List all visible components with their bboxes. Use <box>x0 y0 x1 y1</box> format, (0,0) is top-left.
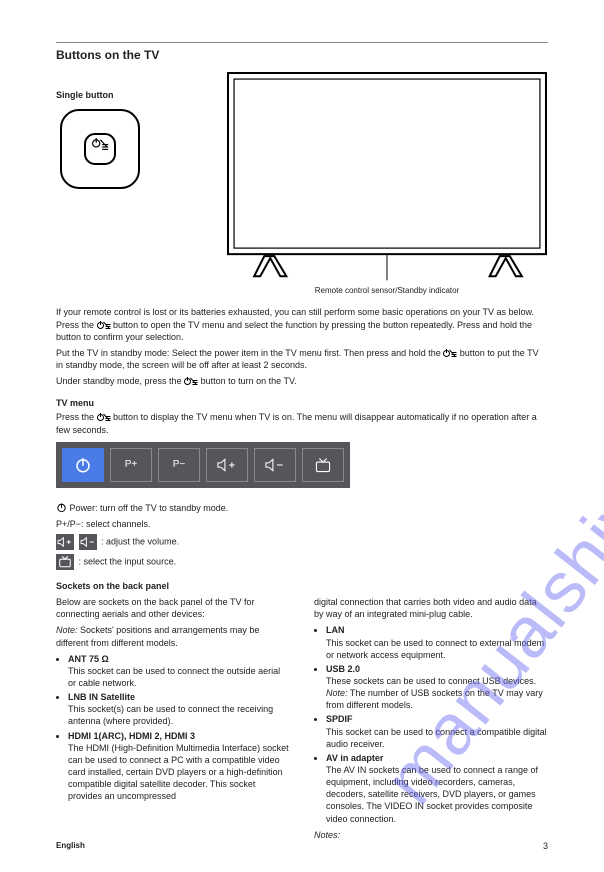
volume-up-icon <box>56 534 74 550</box>
volume-up-icon <box>216 458 238 472</box>
single-button-diagram <box>58 107 142 191</box>
col2-usb: USB 2.0These sockets can be used to conn… <box>326 663 548 712</box>
power-icon <box>56 502 67 513</box>
intro-text: If your remote control is lost or its ba… <box>56 306 548 387</box>
tv-front-diagram <box>226 71 548 282</box>
legend-block: Power: turn off the TV to standby mode. … <box>56 502 548 570</box>
intro-p3: Under standby mode, press the button to … <box>56 375 548 387</box>
power-menu-icon <box>443 348 457 358</box>
col1-note: Note: Sockets' positions and arrangement… <box>56 624 290 648</box>
col1-ant: ANT 75 ΩThis socket can be used to conne… <box>68 653 290 689</box>
back-panel-col1: Below are sockets on the back panel of t… <box>56 596 290 845</box>
back-panel-col2: digital connection that carries both vid… <box>314 596 548 845</box>
col1-hdmi: HDMI 1(ARC), HDMI 2, HDMI 3The HDMI (Hig… <box>68 730 290 803</box>
col1-lnb: LNB IN SatelliteThis socket(s) can be us… <box>68 691 290 727</box>
power-menu-icon <box>184 376 198 386</box>
page-title: Buttons on the TV <box>56 47 548 63</box>
col2-lan: LANThis socket can be used to connect to… <box>326 624 548 660</box>
col2-av: AV in adapterThe AV IN sockets can be us… <box>326 752 548 825</box>
back-panel-columns: Below are sockets on the back panel of t… <box>56 596 548 845</box>
lang-marker: English <box>56 841 85 852</box>
tv-menu-bar: P+ P− <box>56 442 350 488</box>
col1-intro: Below are sockets on the back panel of t… <box>56 596 290 620</box>
menu-vol-down-button[interactable] <box>254 448 296 482</box>
sensor-label: Remote control sensor/Standby indicator <box>226 286 548 297</box>
legend-power: Power: turn off the TV to standby mode. <box>56 502 548 514</box>
volume-down-icon <box>79 534 97 550</box>
menu-source-button[interactable] <box>302 448 344 482</box>
legend-source: : select the input source. <box>56 554 548 570</box>
tv-menu-instruction: Press the button to display the TV menu … <box>56 411 548 435</box>
power-menu-icon <box>97 320 111 330</box>
volume-down-icon <box>264 458 286 472</box>
remote-label: Single button <box>56 89 206 101</box>
top-section: Single button <box>56 71 548 296</box>
power-icon <box>74 456 92 474</box>
tv-source-icon <box>56 554 74 570</box>
menu-power-button[interactable] <box>62 448 104 482</box>
back-panel-heading: Sockets on the back panel <box>56 580 548 592</box>
tv-menu-heading: TV menu <box>56 397 548 409</box>
col2-spdif: SPDIFThis socket can be used to connect … <box>326 713 548 749</box>
menu-p-plus-button[interactable]: P+ <box>110 448 152 482</box>
legend-vol: : adjust the volume. <box>56 534 548 550</box>
page-number: 3 <box>543 840 548 852</box>
intro-p2: Put the TV in standby mode: Select the p… <box>56 347 548 371</box>
intro-p1: If your remote control is lost or its ba… <box>56 306 548 342</box>
menu-p-minus-button[interactable]: P− <box>158 448 200 482</box>
col2-notes-label: Notes: <box>314 830 340 840</box>
menu-vol-up-button[interactable] <box>206 448 248 482</box>
tv-source-icon <box>314 457 332 473</box>
header-rule <box>56 42 548 43</box>
col2-cont: digital connection that carries both vid… <box>314 596 548 620</box>
legend-p: P+/P−: select channels. <box>56 518 548 530</box>
power-menu-icon <box>97 412 111 422</box>
